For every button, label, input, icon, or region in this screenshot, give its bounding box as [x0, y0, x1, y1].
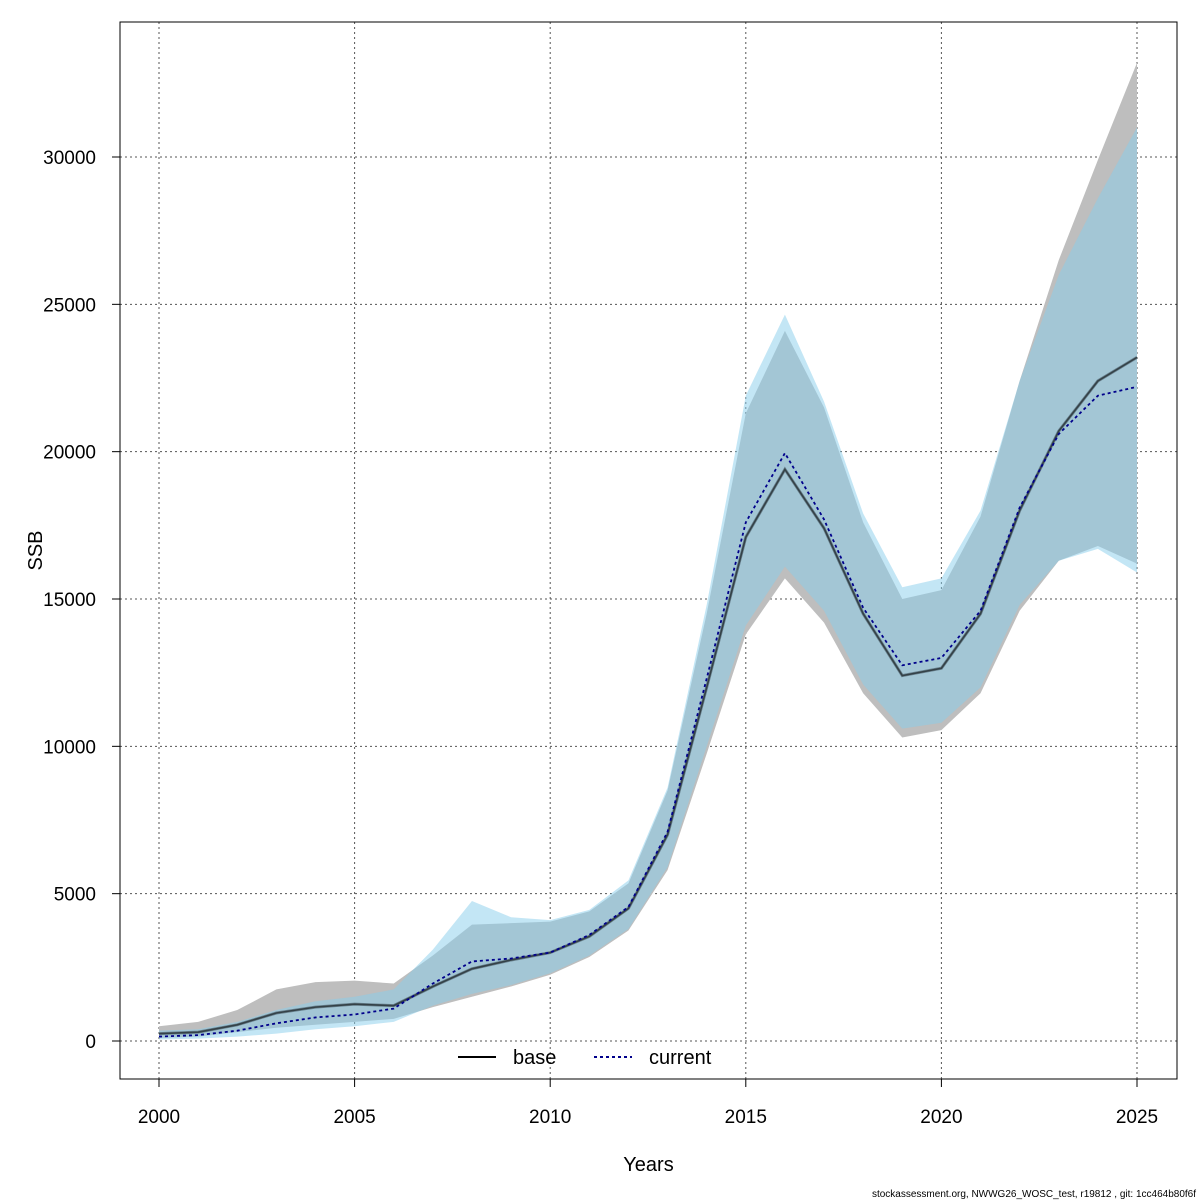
band-current	[159, 127, 1137, 1040]
grid	[120, 22, 1177, 1079]
x-axis: 2000 2005 2010 2015 2020 2025	[138, 1078, 1158, 1128]
x-tick-label: 2005	[333, 1107, 375, 1128]
y-tick-label: 5000	[54, 885, 96, 906]
y-axis-title: SSB	[25, 530, 47, 570]
x-tick-label: 2015	[725, 1107, 767, 1128]
legend-label-base: base	[513, 1047, 556, 1069]
x-tick-label: 2020	[920, 1107, 962, 1128]
confidence-bands	[159, 62, 1137, 1040]
y-tick-label: 25000	[43, 295, 96, 316]
y-axis: 0 5000 10000 15000 20000 25000 30000	[43, 148, 121, 1053]
x-tick-label: 2010	[529, 1107, 571, 1128]
x-tick-label: 2000	[138, 1107, 180, 1128]
x-axis-title: Years	[623, 1154, 673, 1176]
footer-credit: stockassessment.org, NWWG26_WOSC_test, r…	[872, 1189, 1196, 1200]
y-tick-label: 30000	[43, 148, 96, 169]
line-base-halo	[158, 356, 1138, 1036]
y-tick-label: 20000	[43, 443, 96, 464]
y-tick-label: 0	[85, 1032, 96, 1053]
legend: base current	[458, 1047, 712, 1069]
y-tick-label: 15000	[43, 590, 96, 611]
series-lines	[158, 356, 1138, 1038]
line-base	[158, 356, 1138, 1035]
y-tick-label: 10000	[43, 737, 96, 758]
x-tick-label: 2025	[1116, 1107, 1158, 1128]
line-current	[158, 385, 1138, 1038]
legend-label-current: current	[649, 1047, 712, 1069]
